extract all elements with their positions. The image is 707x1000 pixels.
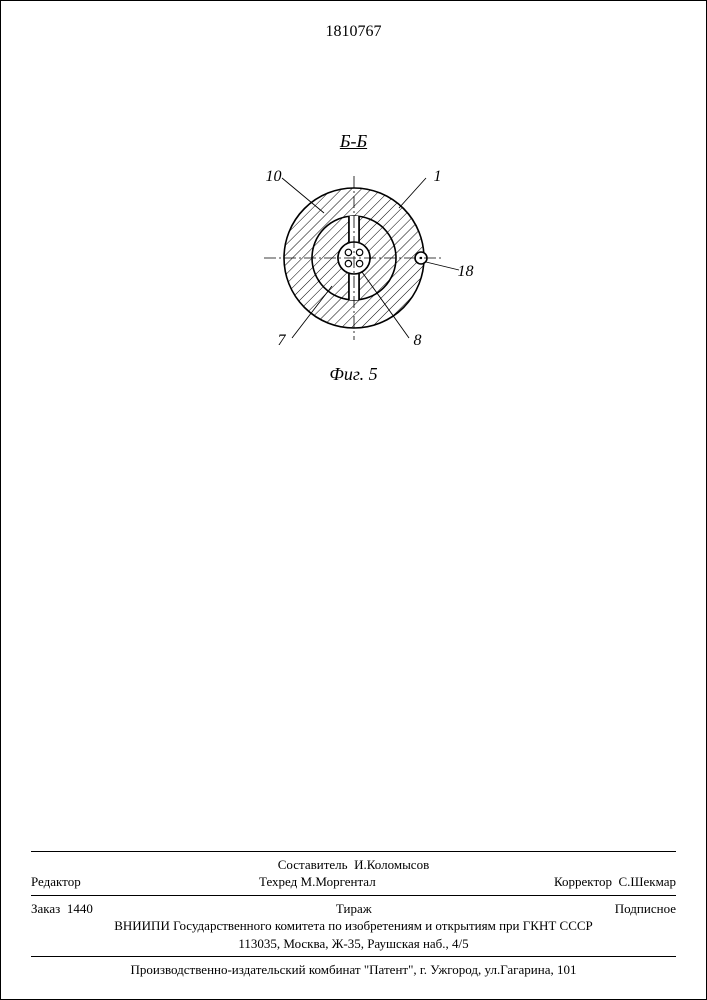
- callout-10: 10: [266, 168, 282, 186]
- org-line1: ВНИИПИ Государственного комитета по изоб…: [31, 917, 676, 935]
- patent-page: 1810767 Б-Б 10 1 18 7 8 Фиг. 5 Составите…: [0, 0, 707, 1000]
- rule-bottom: [31, 956, 676, 957]
- subscription-label: Подписное: [615, 900, 676, 918]
- compiler-name: И.Коломысов: [354, 857, 429, 872]
- order-label: Заказ: [31, 901, 60, 916]
- callout-8: 8: [414, 332, 422, 350]
- corrector-name: С.Шекмар: [618, 874, 676, 889]
- colophon-block: Составитель И.Коломысов Редактор Техред …: [31, 847, 676, 979]
- printer-line: Производственно-издательский комбинат "П…: [31, 961, 676, 979]
- corrector-label: Корректор: [554, 874, 612, 889]
- order-number: 1440: [67, 901, 93, 916]
- callout-1: 1: [434, 168, 442, 186]
- techred-name: М.Моргентал: [301, 874, 376, 889]
- org-line2: 113035, Москва, Ж-35, Раушская наб., 4/5: [31, 935, 676, 953]
- figure-caption: Фиг. 5: [329, 364, 377, 385]
- section-label: Б-Б: [340, 131, 367, 152]
- technical-drawing: 10 1 18 7 8: [204, 158, 504, 358]
- figure-area: Б-Б 10 1 18 7 8 Фиг. 5: [1, 131, 706, 385]
- compiler-label: Составитель: [278, 857, 348, 872]
- patent-number: 1810767: [1, 23, 706, 41]
- callout-18: 18: [458, 263, 474, 281]
- print-run-label: Тираж: [336, 900, 372, 918]
- rule-top: [31, 851, 676, 852]
- editor-label: Редактор: [31, 873, 81, 891]
- techred-label: Техред: [259, 874, 297, 889]
- callout-7: 7: [278, 332, 286, 350]
- rule-mid: [31, 895, 676, 896]
